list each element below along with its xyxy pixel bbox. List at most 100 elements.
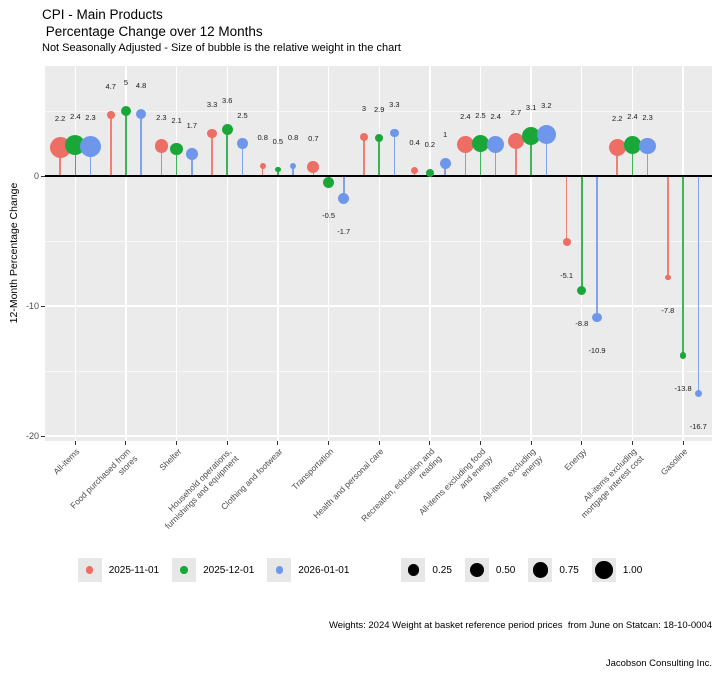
legend-size-dot [532,562,549,578]
legend-key [464,558,489,582]
y-axis-tick [41,175,45,177]
gridline-vertical [125,66,127,441]
lollipop-stem [393,133,396,176]
legend-item-series: 2025-11-01 [77,558,159,582]
data-point-bubble [106,110,115,120]
gridline-vertical [378,66,380,441]
lollipop-stem [479,143,482,176]
data-point-value-label: -16.7 [689,421,707,431]
data-point-bubble [425,169,434,178]
data-point-value-label: 2.4 [460,111,471,121]
y-axis-tick-label: -10 [25,301,39,311]
data-point-value-label: 2.7 [510,107,522,117]
legend-size-dot [407,564,420,576]
data-point-bubble [375,134,384,143]
lollipop-stem [363,137,365,176]
data-point-bubble [536,124,556,144]
chart-caption: Weights: 2024 Weight at basket reference… [329,595,712,683]
lollipop-stem [444,163,446,176]
lollipop-stem [125,111,127,176]
data-point-bubble [562,238,571,247]
data-point-value-label: -5.1 [560,270,574,280]
lollipop-stem [89,146,92,176]
legend-key [172,558,197,582]
data-point-bubble [623,135,642,154]
lollipop-stem [292,165,294,176]
gridline-vertical [429,66,431,441]
legend-series-label: 2026-01-01 [298,564,350,576]
data-point-bubble [439,157,451,169]
data-point-value-label: 3.2 [541,101,552,111]
data-point-value-label: 4.7 [105,81,116,91]
chart-title-line2: Percentage Change over 12 Months [42,24,263,39]
lollipop-stem [342,176,345,199]
lollipop-stem [530,135,532,176]
lollipop-stem [581,176,583,291]
legend-series-dot [180,566,188,574]
lollipop-stem [565,176,568,243]
x-axis-tick [328,441,330,445]
x-axis-tick [530,441,532,445]
data-point-value-label: 0.7 [308,133,319,143]
data-point-value-label: 2.5 [475,110,486,120]
data-point-value-label: -0.5 [322,211,336,220]
data-point-value-label: 3.3 [389,100,400,110]
data-point-value-label: 3.3 [206,100,218,110]
caption-source-line: Weights: 2024 Weight at basket reference… [328,620,712,631]
zero-line [45,174,712,178]
legend-key [77,558,102,582]
data-point-bubble [679,352,687,359]
lollipop-stem [191,153,193,176]
legend-key [528,558,553,582]
data-point-value-label: 2.5 [237,110,248,120]
data-point-value-label: 2.3 [642,113,653,123]
data-point-bubble [360,133,368,141]
legend-item-size: 1.00 [591,558,643,582]
x-axis-tick [74,441,76,445]
lollipop-stem [494,144,497,176]
data-point-bubble [259,162,266,169]
data-point-value-label: -13.8 [674,383,692,393]
y-axis-tick [41,435,45,437]
lollipop-stem [697,176,700,394]
data-point-bubble [221,123,233,135]
y-axis-tick [41,305,45,307]
chart-title-line1: CPI - Main Products [42,7,163,22]
lollipop-stem [140,113,142,176]
data-point-bubble [608,138,626,156]
gridline-vertical [175,66,178,441]
data-point-bubble [507,132,525,150]
x-axis-tick [277,441,279,445]
caption-company-line: Jacobson Consulting Inc. [605,657,712,669]
legend-size-label: 1.00 [622,564,643,576]
data-point-value-label: 3.1 [525,102,537,112]
y-axis-tick-label: -20 [25,431,39,441]
data-point-value-label: -8.8 [575,318,589,328]
data-point-value-label: 0.2 [424,140,436,150]
data-point-bubble [185,148,198,160]
data-point-value-label: 0.8 [287,132,299,142]
data-point-bubble [411,167,419,175]
legend-item-size: 0.75 [528,558,579,582]
lollipop-stem [74,144,77,176]
plot-panel: 2.2 4.7 2.3 3.3 0.8 0.7 3 0.4 2.4 2.7 -5.1 2.2 -7.8 2… [45,66,712,441]
data-point-bubble [471,134,490,153]
data-point-bubble [237,138,248,149]
gridline-vertical [479,66,482,441]
data-point-value-label: 2.2 [54,114,66,124]
lollipop-stem [211,133,213,176]
data-point-value-label: 3 [361,104,367,113]
data-point-bubble [275,166,281,173]
data-point-bubble [487,136,505,154]
data-point-value-label: 2.4 [70,111,81,121]
legend-key [267,558,292,582]
lollipop-stem [515,140,517,176]
legend-size-dot [469,563,484,577]
data-point-value-label: -7.8 [661,305,675,315]
x-axis-tick [429,441,431,445]
chart-subtitle: Not Seasonally Adjusted - Size of bubble… [42,42,401,54]
legend-item-series: 2026-01-01 [267,558,349,582]
lollipop-stem [261,165,264,176]
data-point-value-label: 2.2 [612,114,623,124]
gridline-vertical [277,66,279,441]
